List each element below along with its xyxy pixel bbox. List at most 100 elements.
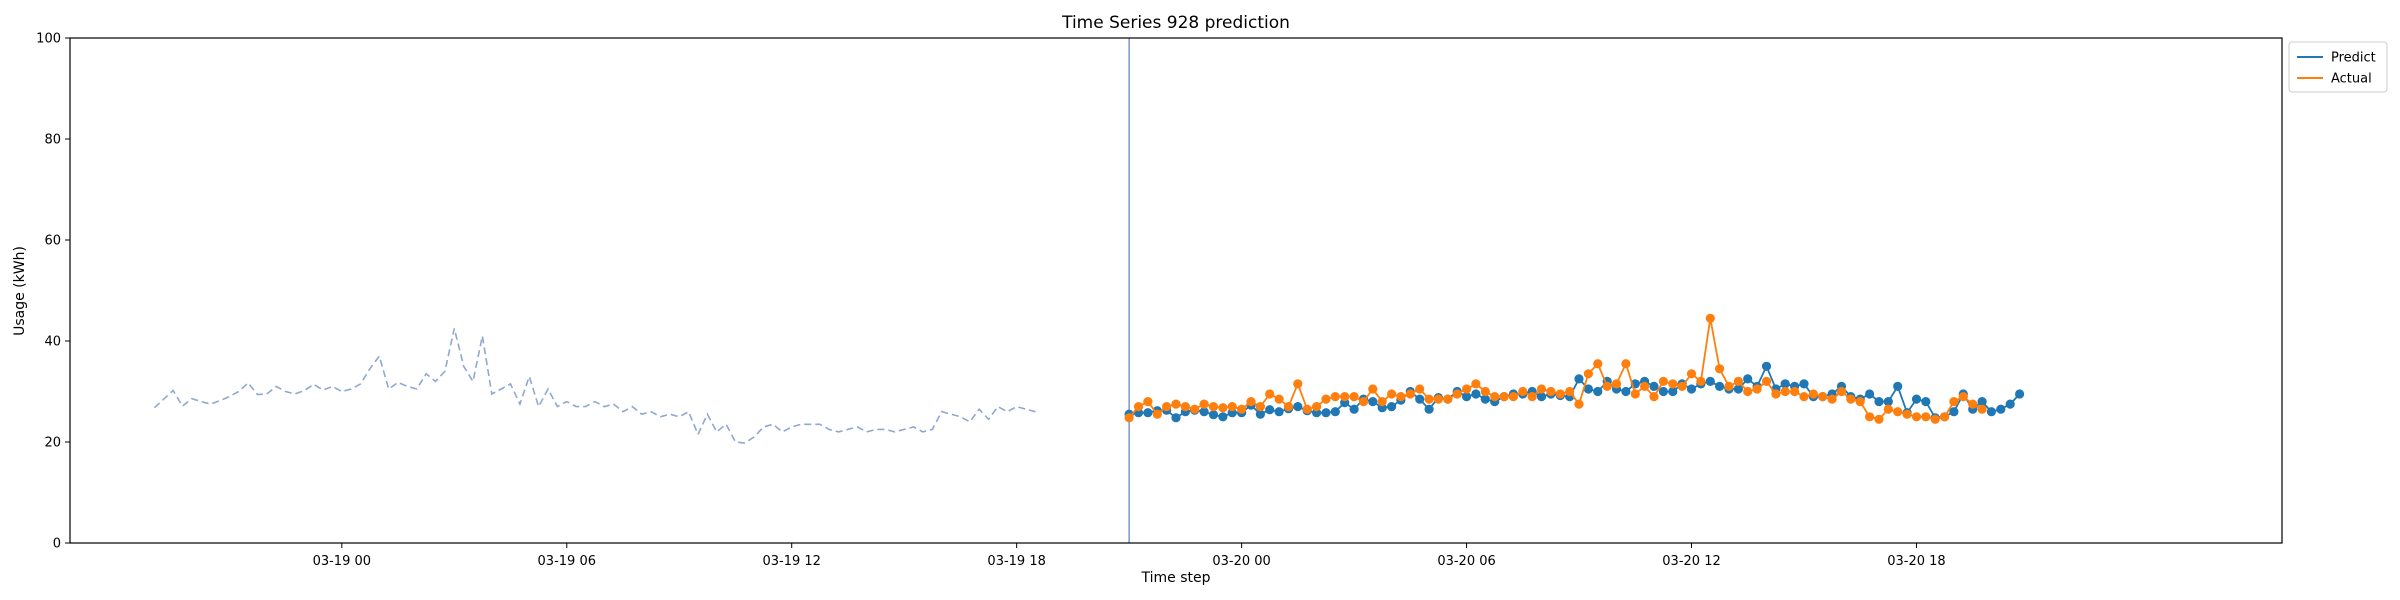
actual-point — [1977, 404, 1987, 414]
actual-point — [1527, 392, 1537, 402]
actual-series — [1124, 313, 1987, 424]
predict-point — [1368, 397, 1378, 407]
actual-point — [1133, 402, 1144, 412]
actual-point — [1377, 397, 1387, 407]
actual-point — [1677, 381, 1687, 391]
actual-point — [1246, 397, 1256, 407]
predict-point — [1199, 407, 1209, 417]
actual-point — [1808, 389, 1818, 399]
legend-label-actual: Actual — [2331, 72, 2372, 87]
actual-point — [1499, 392, 1509, 402]
actual-point — [1555, 389, 1565, 399]
actual-point — [1433, 394, 1443, 404]
x-tick-label: 03-20 18 — [1887, 554, 1945, 569]
predict-point — [1424, 404, 1434, 414]
actual-point — [1321, 394, 1331, 404]
actual-point — [1480, 386, 1490, 397]
y-tick-label: 40 — [44, 335, 61, 350]
actual-point — [1621, 359, 1631, 369]
actual-point — [1283, 402, 1294, 412]
axes-frame — [69, 37, 2283, 544]
predict-point — [1949, 407, 1959, 417]
actual-point — [1724, 381, 1734, 391]
actual-point — [1424, 394, 1434, 404]
predict-point — [1911, 394, 1922, 404]
predict-point — [1480, 394, 1490, 404]
actual-point — [1218, 403, 1228, 413]
actual-point — [1387, 389, 1397, 399]
actual-point — [1462, 384, 1472, 394]
axes: 0 20 40 60 80 100 03-19 00 03-19 06 03-19 12 03-1… — [36, 32, 2283, 569]
actual-point — [1255, 402, 1265, 412]
actual-point — [1893, 407, 1903, 417]
actual-point — [1640, 381, 1650, 391]
actual-point — [1790, 386, 1800, 397]
predict-point — [2015, 389, 2025, 399]
predict-point — [1415, 394, 1425, 404]
actual-point — [1574, 399, 1584, 409]
predict-point — [1387, 402, 1397, 412]
predict-point — [1143, 408, 1153, 418]
actual-point — [1668, 379, 1678, 389]
actual-point — [1349, 392, 1359, 402]
actual-point — [1274, 394, 1284, 404]
actual-point — [1330, 392, 1340, 402]
actual-point — [1771, 389, 1781, 399]
x-tick-label: 03-19 00 — [313, 554, 371, 569]
predict-point — [1593, 386, 1603, 397]
actual-point — [1565, 386, 1575, 397]
y-tick-label: 100 — [36, 32, 61, 47]
legend: Predict Actual — [2288, 41, 2388, 93]
predict-point — [1583, 384, 1593, 394]
predict-point — [1921, 397, 1931, 407]
actual-point — [1124, 413, 1134, 423]
actual-point — [1180, 402, 1190, 412]
predict-point — [1621, 386, 1631, 397]
predict-point — [1255, 409, 1265, 419]
predict-point — [1977, 397, 1987, 407]
actual-point — [1696, 376, 1706, 386]
legend-label-predict: Predict — [2331, 51, 2376, 66]
actual-point — [1733, 376, 1743, 386]
actual-point — [1958, 392, 1968, 402]
actual-point — [1443, 394, 1453, 404]
predict-point — [1208, 410, 1219, 420]
actual-point — [1265, 389, 1275, 399]
actual-point — [1658, 376, 1668, 386]
actual-point — [1508, 392, 1518, 402]
actual-point — [1855, 397, 1865, 407]
actual-point — [1583, 369, 1593, 379]
actual-point — [1162, 402, 1172, 412]
actual-point — [1799, 392, 1809, 402]
predict-point — [1265, 405, 1275, 415]
actual-point — [1752, 384, 1762, 394]
predict-point — [1668, 386, 1678, 397]
predict-point — [1893, 381, 1903, 391]
predict-point — [1733, 384, 1743, 394]
actual-point — [1630, 389, 1640, 399]
actual-point — [1237, 404, 1247, 414]
predict-point — [1686, 384, 1697, 394]
predict-point — [1649, 381, 1659, 391]
actual-point — [1865, 412, 1875, 422]
predict-point — [1743, 374, 1753, 384]
chart-title: Time Series 928 prediction — [1061, 13, 1290, 33]
actual-point — [1611, 379, 1622, 389]
actual-point — [1143, 397, 1153, 407]
actual-point — [1968, 399, 1978, 409]
predict-point — [1330, 407, 1340, 417]
actual-point — [1715, 364, 1725, 374]
actual-point — [1227, 402, 1237, 412]
x-tick-label: 03-19 18 — [987, 554, 1045, 569]
predict-point — [1986, 407, 1996, 417]
actual-point — [1190, 404, 1200, 414]
y-axis-label: Usage (kWh) — [12, 246, 28, 336]
actual-point — [1312, 402, 1322, 412]
actual-point — [1452, 389, 1462, 399]
predict-point — [1761, 361, 1772, 371]
predict-point — [1218, 412, 1228, 422]
actual-point — [1743, 386, 1753, 397]
actual-point — [1340, 392, 1350, 402]
legend-box — [2288, 41, 2388, 93]
